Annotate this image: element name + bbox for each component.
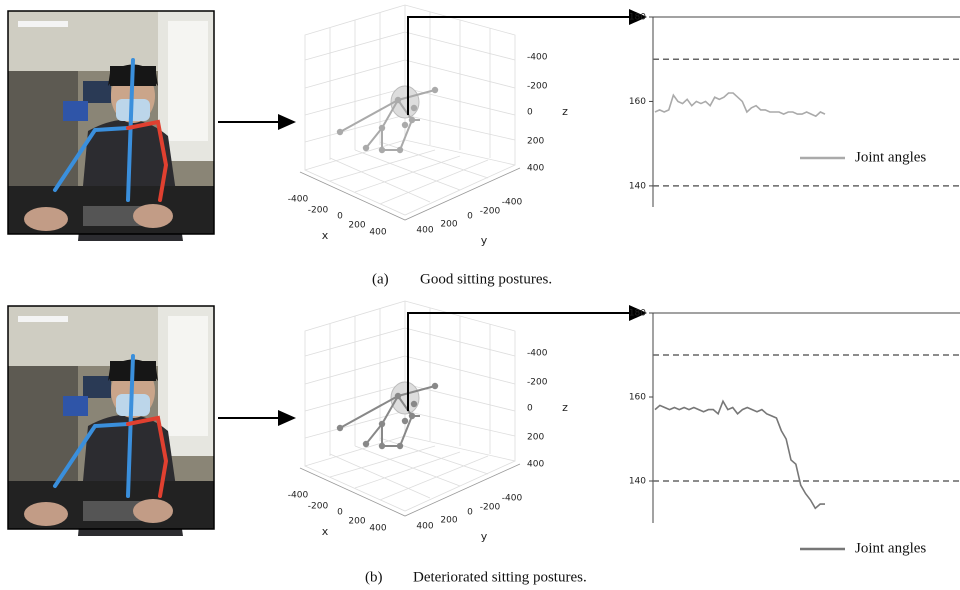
x-tick-label: 200: [348, 517, 365, 527]
right-arm: [126, 415, 169, 498]
x-tick-label: 200: [348, 221, 365, 231]
pose-joint: [378, 420, 386, 428]
z-tick-label: 400: [527, 164, 544, 174]
spine: [126, 58, 135, 202]
photo: [7, 10, 215, 242]
caption-text: Deteriorated sitting postures.: [413, 569, 587, 585]
left-arm: [53, 422, 130, 488]
photo-skeleton: [53, 58, 169, 202]
z-tick-label: 0: [527, 404, 533, 414]
pose-joint: [401, 417, 409, 425]
line-series: [654, 92, 826, 118]
pose-joint: [336, 424, 344, 432]
y-tick-label: 0: [467, 212, 473, 222]
pose-skeleton: [339, 89, 436, 151]
x-tick-label: 0: [337, 508, 343, 518]
pose-joint: [336, 128, 344, 136]
y-tick-label: -200: [480, 207, 501, 217]
line-series: [654, 399, 825, 510]
pose-joint: [431, 382, 439, 390]
z-axis-label: z: [562, 105, 568, 118]
x-tick-label: 400: [369, 228, 386, 238]
y-tick-label: -200: [480, 503, 501, 513]
x-tick-label: -400: [288, 491, 309, 501]
y-tick-label: 0: [467, 508, 473, 518]
z-tick-label: -200: [527, 82, 548, 92]
caption-label: (b): [365, 569, 383, 585]
x-axis-label: x: [322, 229, 329, 242]
pose-skeleton: [339, 385, 436, 447]
y-tick-label: 140: [629, 181, 646, 191]
legend-label: Joint angles: [855, 540, 926, 556]
legend-label: Joint angles: [855, 149, 926, 165]
y-axis-label: y: [481, 530, 488, 543]
z-tick-label: -400: [527, 349, 548, 359]
pose-joint: [396, 442, 404, 450]
x-tick-label: -400: [288, 195, 309, 205]
caption-label: (a): [372, 271, 389, 287]
pose-joint: [410, 104, 418, 112]
y-axis-label: y: [481, 234, 488, 247]
y-tick-label: -400: [502, 198, 523, 208]
z-tick-label: 200: [527, 433, 544, 443]
pose-joint: [431, 86, 439, 94]
x-tick-label: 0: [337, 212, 343, 222]
pose-joint: [401, 121, 409, 129]
pose-joint: [408, 116, 416, 124]
x-tick-label: 400: [369, 524, 386, 534]
y-tick-label: 140: [629, 477, 646, 487]
photo-skeleton: [53, 354, 169, 498]
y-tick-label: 180: [629, 309, 646, 319]
pose-joint: [410, 400, 418, 408]
pose-joint: [394, 392, 402, 400]
pose-joint: [378, 146, 386, 154]
y-tick-label: 400: [416, 522, 433, 532]
arrow: [407, 305, 647, 411]
x-axis-label: x: [322, 525, 329, 538]
spine: [126, 354, 135, 498]
y-tick-label: 200: [440, 516, 457, 526]
z-tick-label: -400: [527, 53, 548, 63]
y-tick-label: 160: [629, 97, 646, 107]
z-tick-label: -200: [527, 378, 548, 388]
z-tick-label: 200: [527, 137, 544, 147]
pose-joint: [362, 144, 370, 152]
x-tick-label: -200: [308, 502, 329, 512]
photo: [7, 305, 215, 537]
y-tick-label: -400: [502, 494, 523, 504]
pose-joint: [378, 442, 386, 450]
pose-joint: [396, 146, 404, 154]
z-tick-label: 0: [527, 108, 533, 118]
pose-joint: [378, 124, 386, 132]
pose-joint: [394, 96, 402, 104]
y-tick-label: 180: [629, 13, 646, 23]
y-tick-label: 160: [629, 393, 646, 403]
left-arm: [53, 126, 130, 192]
pose-joint: [362, 440, 370, 448]
caption-text: Good sitting postures.: [420, 271, 552, 287]
y-tick-label: 200: [440, 220, 457, 230]
arrow: [407, 9, 647, 115]
y-tick-label: 400: [416, 226, 433, 236]
pose-joint: [408, 412, 416, 420]
x-tick-label: -200: [308, 206, 329, 216]
right-arm: [126, 119, 169, 202]
z-axis-label: z: [562, 401, 568, 414]
z-tick-label: 400: [527, 460, 544, 470]
